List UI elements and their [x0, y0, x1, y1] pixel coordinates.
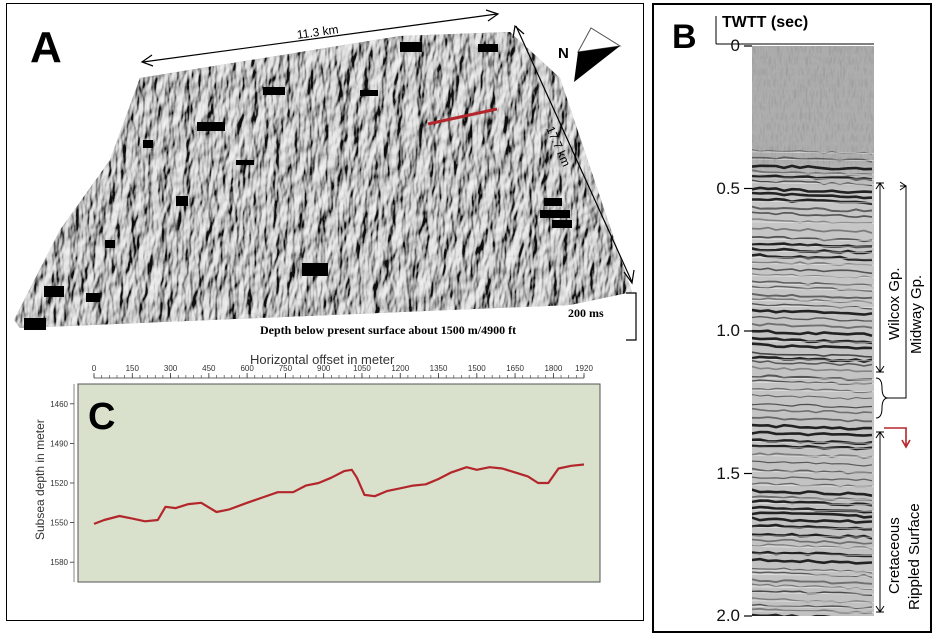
panel-a-letter: A	[30, 23, 62, 72]
twtt-tick-label: 1.0	[716, 321, 740, 340]
panel-a-frame	[6, 3, 644, 621]
twtt-tick-label: 0	[730, 36, 740, 55]
x-tick-label: 150	[126, 364, 140, 373]
x-tick-label: 1800	[544, 364, 562, 373]
y-tick-label: 1520	[50, 479, 68, 488]
x-tick-label: 1350	[430, 364, 448, 373]
formation-brackets	[875, 181, 907, 613]
north-label: N	[558, 45, 569, 62]
x-tick-label: 1050	[353, 364, 371, 373]
y-tick-label: 1550	[50, 519, 68, 528]
length-dimension-arrow	[512, 24, 635, 285]
seismic-reflectors	[752, 148, 874, 616]
twtt-tick-label: 2.0	[716, 606, 740, 625]
x-tick-label: 1920	[575, 364, 593, 373]
x-tick-label: 300	[164, 364, 178, 373]
rippled-surface-label: Rippled Surface	[906, 503, 923, 610]
width-dimension-arrow	[140, 9, 500, 67]
y-tick-label: 1490	[50, 439, 68, 448]
depth-caption: Depth below present surface about 1500 m…	[260, 323, 517, 337]
twtt-ticks	[744, 45, 752, 617]
panel-a-surface-figure	[14, 9, 637, 341]
twtt-tick-label: 0.5	[716, 178, 740, 198]
wilcox-label: Wilcox Gp.	[886, 267, 903, 340]
y-tick-label: 1580	[50, 558, 68, 567]
x-tick-label: 0	[92, 364, 97, 373]
twtt-axis-title: TWTT (sec)	[722, 14, 809, 31]
data-gap-patches	[24, 42, 572, 330]
x-tick-label: 600	[240, 364, 254, 373]
x-tick-label: 450	[202, 364, 216, 373]
cretaceous-label: Cretaceous	[886, 517, 903, 594]
chart-title: Horizontal offset in meter	[250, 352, 395, 367]
x-tick-label: 1200	[391, 364, 409, 373]
twtt-tick-label: 1.5	[716, 463, 740, 483]
y-tick-label: 1460	[50, 400, 68, 409]
chart-plot-area	[77, 383, 601, 583]
panel-b-letter: B	[672, 18, 697, 56]
x-tick-label: 1500	[468, 364, 486, 373]
panel-c-letter: C	[88, 396, 116, 438]
x-tick-label: 750	[279, 364, 293, 373]
x-tick-label: 1650	[506, 364, 524, 373]
north-arrow-icon	[574, 27, 622, 82]
depth-profile-chart: 0 150 300 450 600 750 900 1050 1200 1350 1500 1650 1…	[50, 364, 601, 583]
x-tick-label: 900	[317, 364, 331, 373]
panel-b-frame	[652, 3, 932, 633]
rippled-surface-arrow-icon	[884, 427, 911, 449]
profile-line	[427, 107, 498, 126]
scale-label: 200 ms	[568, 306, 604, 320]
depth-profile-line	[93, 463, 585, 525]
scale-bracket	[626, 292, 637, 341]
midway-label: Midway Gp.	[908, 274, 925, 354]
